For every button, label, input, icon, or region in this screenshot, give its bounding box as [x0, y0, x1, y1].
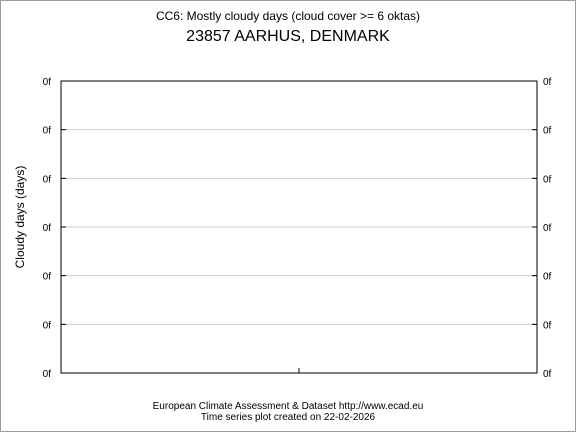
chart-subtitle: 23857 AARHUS, DENMARK [186, 28, 390, 45]
y-axis-label: Cloudy days (days) [13, 165, 27, 269]
chart-title: CC6: Mostly cloudy days (cloud cover >= … [155, 9, 421, 23]
y-tick-label-right: 0f [543, 320, 552, 331]
y-tick-label-left: 0f [43, 223, 52, 234]
y-tick-label-left: 0f [43, 126, 52, 137]
y-tick-label-right: 0f [543, 369, 552, 380]
y-tick-label-left: 0f [43, 369, 52, 380]
y-tick-label-right: 0f [543, 126, 552, 137]
y-tick-label-right: 0f [543, 223, 552, 234]
footer-created: Time series plot created on 22-02-2026 [200, 412, 376, 423]
y-tick-label-left: 0f [43, 77, 52, 88]
footer-source: European Climate Assessment & Dataset ht… [152, 401, 424, 412]
y-tick-label-left: 0f [43, 320, 52, 331]
y-tick-label-left: 0f [43, 174, 52, 185]
y-tick-label-left: 0f [43, 272, 52, 283]
y-tick-label-right: 0f [543, 77, 552, 88]
y-tick-label-right: 0f [543, 272, 552, 283]
y-tick-label-right: 0f [543, 174, 552, 185]
